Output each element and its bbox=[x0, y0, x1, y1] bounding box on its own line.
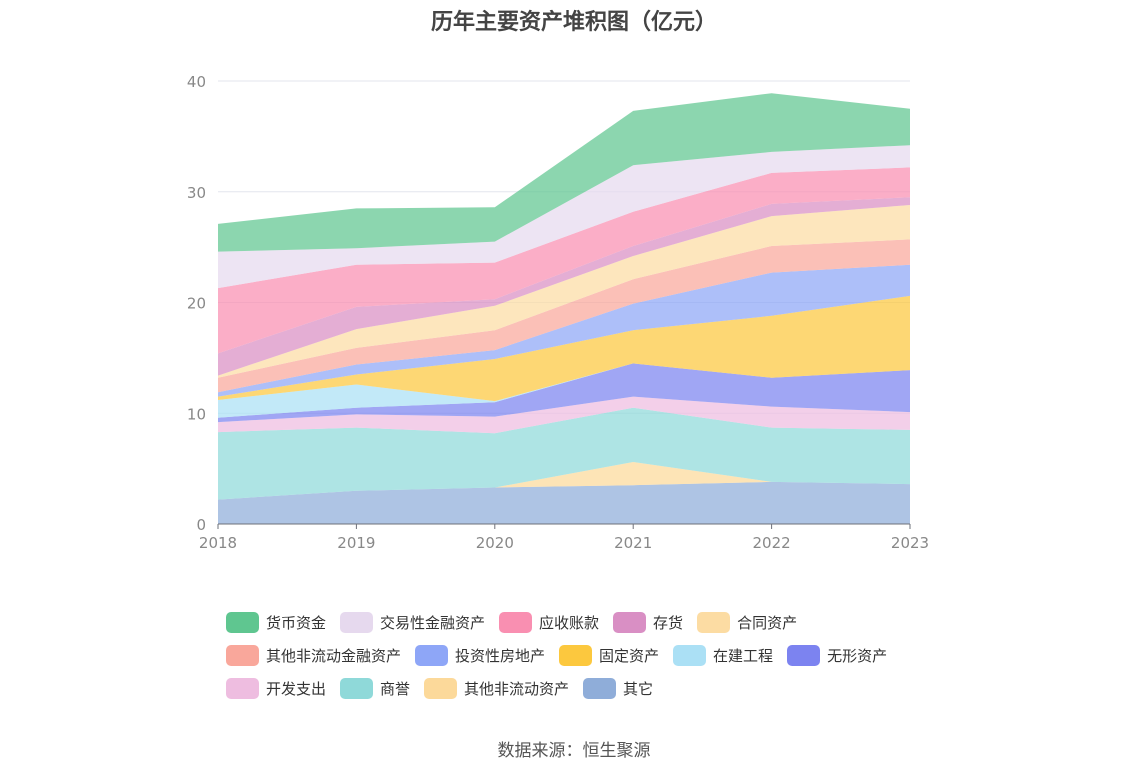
x-tick-label: 2019 bbox=[337, 534, 375, 552]
area-series-9 bbox=[218, 205, 910, 378]
legend-swatch bbox=[673, 645, 707, 666]
legend-swatch bbox=[583, 678, 617, 699]
area-series-7 bbox=[218, 264, 910, 397]
legend-label: 无形资产 bbox=[827, 647, 888, 665]
legend-row: 货币资金 交易性金融资产 应收账款 存货 合同资产 bbox=[226, 606, 946, 639]
x-tick-label: 2021 bbox=[614, 534, 652, 552]
legend-label: 合同资产 bbox=[737, 614, 798, 632]
area-series-5 bbox=[218, 363, 910, 418]
legend-item[interactable]: 其他非流动金融资产 bbox=[226, 645, 401, 666]
area-series-11 bbox=[218, 167, 910, 354]
x-tick-label: 2023 bbox=[891, 534, 929, 552]
legend-label: 固定资产 bbox=[599, 647, 660, 665]
legend-item[interactable]: 交易性金融资产 bbox=[340, 612, 485, 633]
legend-row: 其他非流动金融资产 投资性房地产 固定资产 在建工程 无形资产 bbox=[226, 639, 946, 672]
area-series-2 bbox=[218, 407, 910, 500]
legend-swatch bbox=[424, 678, 458, 699]
legend-label: 应收账款 bbox=[539, 614, 600, 632]
x-tick-label: 2018 bbox=[199, 534, 237, 552]
legend-item[interactable]: 商誉 bbox=[340, 678, 410, 699]
y-tick-label: 10 bbox=[187, 405, 206, 423]
legend-swatch bbox=[340, 678, 374, 699]
legend-label: 开发支出 bbox=[266, 680, 327, 698]
legend-item[interactable]: 合同资产 bbox=[697, 612, 797, 633]
legend-item[interactable]: 开发支出 bbox=[226, 678, 326, 699]
legend-label: 商誉 bbox=[380, 680, 411, 698]
area-series-4 bbox=[218, 363, 910, 423]
area-series-1 bbox=[218, 462, 910, 500]
legend-item[interactable]: 固定资产 bbox=[559, 645, 659, 666]
legend-row: 开发支出 商誉 其他非流动资产 其它 bbox=[226, 672, 946, 705]
legend-label: 投资性房地产 bbox=[455, 647, 546, 665]
legend-label: 货币资金 bbox=[266, 614, 327, 632]
legend-item[interactable]: 投资性房地产 bbox=[415, 645, 545, 666]
legend-swatch bbox=[559, 645, 593, 666]
legend-item[interactable]: 存货 bbox=[613, 612, 683, 633]
legend-label: 在建工程 bbox=[713, 647, 774, 665]
legend-swatch bbox=[226, 678, 259, 699]
legend-item[interactable]: 在建工程 bbox=[673, 645, 773, 666]
legend-swatch bbox=[415, 645, 449, 666]
legend-item[interactable]: 货币资金 bbox=[226, 612, 326, 633]
legend-swatch bbox=[613, 612, 647, 633]
y-tick-label: 30 bbox=[187, 184, 206, 202]
x-tick-label: 2020 bbox=[476, 534, 514, 552]
y-tick-label: 0 bbox=[196, 516, 206, 534]
legend-item[interactable]: 应收账款 bbox=[499, 612, 599, 633]
area-series-13 bbox=[218, 93, 910, 252]
legend-swatch bbox=[787, 645, 821, 666]
legend-item[interactable]: 其他非流动资产 bbox=[424, 678, 569, 699]
y-tick-label: 20 bbox=[187, 295, 206, 313]
area-series-6 bbox=[218, 295, 910, 402]
x-tick-label: 2022 bbox=[753, 534, 791, 552]
area-series-0 bbox=[218, 481, 910, 524]
stacked-area-chart: 0 10 20 30 40 2018 2019 2020 2021 2022 2023 bbox=[187, 73, 929, 552]
legend-label: 其它 bbox=[623, 680, 654, 698]
legend-label: 其他非流动金融资产 bbox=[266, 647, 402, 665]
legend-swatch bbox=[226, 645, 259, 666]
y-tick-label: 40 bbox=[187, 73, 206, 91]
chart-title: 历年主要资产堆积图（亿元） bbox=[430, 10, 717, 35]
legend-item[interactable]: 无形资产 bbox=[787, 645, 887, 666]
area-series-3 bbox=[218, 396, 910, 434]
legend-swatch bbox=[226, 612, 259, 633]
legend-label: 其他非流动资产 bbox=[464, 680, 570, 698]
area-series-12 bbox=[218, 145, 910, 289]
legend-swatch bbox=[340, 612, 374, 633]
area-series-8 bbox=[218, 239, 910, 393]
data-source-note: 数据来源：恒生聚源 bbox=[497, 741, 651, 761]
chart-legend: 货币资金 交易性金融资产 应收账款 存货 合同资产其他非流动金融资产 投资性房地产 固定资产… bbox=[226, 606, 946, 705]
legend-label: 交易性金融资产 bbox=[380, 614, 486, 632]
legend-swatch bbox=[499, 612, 533, 633]
legend-label: 存货 bbox=[653, 614, 684, 632]
legend-item[interactable]: 其它 bbox=[583, 678, 653, 699]
legend-swatch bbox=[697, 612, 731, 633]
